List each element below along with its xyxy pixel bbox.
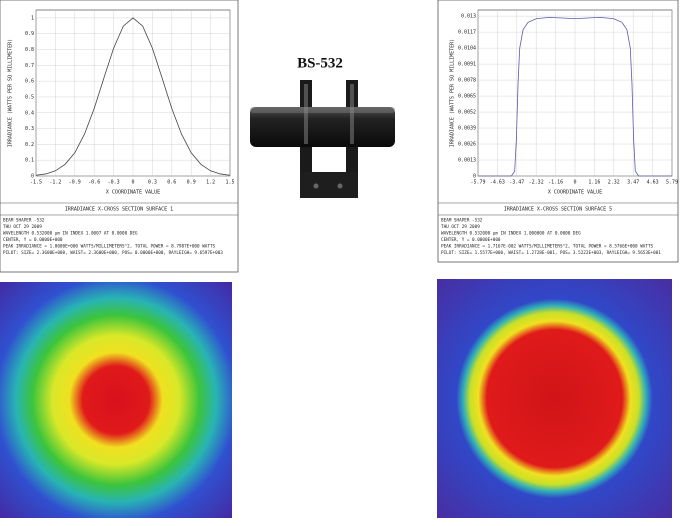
x-tick-label: 0.3	[148, 180, 157, 186]
y-tick-label: 1	[31, 15, 34, 21]
info-line: BEAM SHAPER -532	[3, 218, 45, 224]
y-tick-label: 0.0091	[458, 62, 476, 68]
y-axis-label: IRRADIANCE (WATTS PER SQ MILLIMETER)	[8, 39, 14, 147]
info-line: PEAK IRRADIANCE = 1.7167E-002 WATTS/MILL…	[441, 244, 654, 250]
x-tick-label: 1.16	[588, 180, 600, 186]
chart-frame	[0, 0, 239, 273]
y-tick-label: 0.6	[25, 79, 34, 85]
y-tick-label: 0	[473, 174, 476, 180]
info-line: THU OCT 29 2009	[3, 224, 42, 230]
x-tick-label: -0.3	[108, 180, 120, 186]
info-line: PEAK IRRADIANCE = 1.0000E+000 WATTS/MILL…	[3, 244, 216, 250]
info-line: PILOT: SIZE= 2.3600E+000, WAIST= 2.3600E…	[3, 250, 223, 256]
y-tick-label: 0.3	[25, 126, 34, 132]
info-line: BEAM SHAPER -532	[441, 218, 483, 224]
y-tick-label: 0.013	[461, 14, 476, 20]
x-tick-label: 1.2	[206, 180, 215, 186]
x-tick-label: -1.16	[548, 180, 563, 186]
x-tick-label: 0	[573, 180, 576, 186]
x-tick-label: -5.79	[470, 180, 485, 186]
info-line: PILOT: SIZE= 1.5577E+000, WAIST= 1.2728E…	[441, 250, 661, 256]
info-line: CENTER, Y = 0.0000E+000	[441, 237, 501, 243]
info-line: WAVELENGTH 0.532000 µm IN INDEX 1.0007 A…	[3, 231, 138, 237]
info-line: WAVELENGTH 0.532000 µm IN INDEX 1.000000…	[441, 231, 581, 237]
x-tick-label: 3.47	[627, 180, 639, 186]
y-tick-label: 0.0013	[458, 158, 476, 164]
chart-caption: IRRADIANCE X-CROSS SECTION SURFACE 1	[65, 207, 173, 213]
y-tick-label: 0.2	[25, 142, 34, 148]
x-tick-label: -1.2	[49, 180, 61, 186]
y-tick-label: 0.8	[25, 47, 34, 53]
x-tick-label: 0	[131, 180, 134, 186]
x-tick-label: 0.9	[187, 180, 196, 186]
x-tick-label: 2.32	[608, 180, 620, 186]
y-tick-label: 0.0026	[458, 142, 476, 148]
x-tick-label: 5.79	[666, 180, 678, 186]
info-line: CENTER, Y = 0.0000E+000	[3, 237, 63, 243]
x-tick-label: -1.5	[30, 180, 42, 186]
y-tick-label: 0	[31, 174, 34, 180]
y-tick-label: 0.5	[25, 94, 34, 100]
product-title: BS-532	[297, 55, 343, 71]
y-tick-label: 0.0104	[458, 46, 476, 52]
x-tick-label: -4.63	[490, 180, 505, 186]
line-series	[35, 17, 231, 176]
y-tick-label: 0.7	[25, 63, 34, 69]
info-line: THU OCT 29 2009	[441, 224, 480, 230]
chart-frame	[437, 0, 679, 263]
y-tick-label: 0.0052	[458, 110, 476, 116]
x-axis-label: X COORDINATE VALUE	[106, 190, 160, 196]
line-series	[478, 16, 672, 177]
x-tick-label: -0.9	[69, 180, 81, 186]
x-axis-label: X COORDINATE VALUE	[548, 190, 602, 196]
x-tick-label: -0.6	[88, 180, 100, 186]
y-tick-label: 0.0078	[458, 78, 476, 84]
y-tick-label: 0.0039	[458, 126, 476, 132]
chart-caption: IRRADIANCE X-CROSS SECTION SURFACE 5	[504, 207, 612, 213]
irradiance-map	[0, 282, 232, 518]
x-tick-label: 1.5	[225, 180, 234, 186]
y-axis-label: IRRADIANCE (WATTS PER SQ MILLIMETER)	[450, 39, 456, 147]
y-tick-label: 0.9	[25, 31, 34, 37]
x-tick-label: -3.47	[509, 180, 524, 186]
y-tick-label: 0.1	[25, 158, 34, 164]
irradiance-map	[437, 279, 672, 518]
y-tick-label: 0.0065	[458, 94, 476, 100]
y-tick-label: 0.0117	[458, 30, 476, 36]
x-tick-label: 4.63	[647, 180, 659, 186]
x-tick-label: 0.6	[167, 180, 176, 186]
y-tick-label: 0.4	[25, 110, 34, 116]
x-tick-label: -2.32	[529, 180, 544, 186]
product-photo	[250, 80, 395, 198]
